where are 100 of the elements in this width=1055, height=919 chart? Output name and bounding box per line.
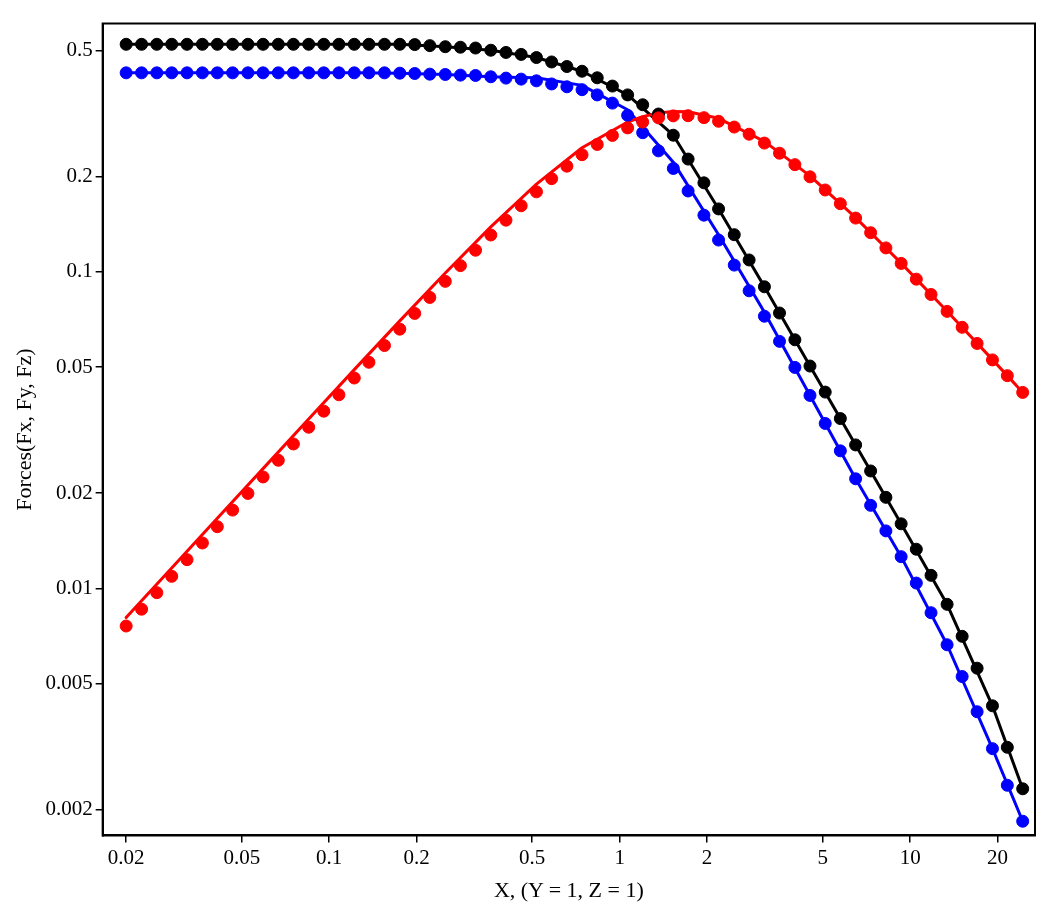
point: [636, 98, 650, 112]
point: [1000, 369, 1014, 383]
point: [332, 66, 346, 80]
point: [773, 334, 787, 348]
point: [453, 68, 467, 82]
point: [302, 66, 316, 80]
point: [302, 37, 316, 51]
point: [484, 70, 498, 84]
point: [924, 606, 938, 620]
x-tick-label: 0.05: [223, 844, 261, 869]
point: [256, 37, 270, 51]
y-tick-label: 0.005: [45, 670, 93, 695]
point: [742, 284, 756, 298]
point: [681, 184, 695, 198]
point: [666, 161, 680, 175]
point: [195, 66, 209, 80]
point: [833, 197, 847, 211]
point: [605, 79, 619, 93]
x-tick-label: 20: [987, 844, 1009, 869]
point: [241, 486, 255, 500]
point: [317, 66, 331, 80]
point: [119, 619, 133, 633]
point: [499, 213, 513, 227]
point: [514, 47, 528, 61]
point: [879, 241, 893, 255]
point: [393, 66, 407, 80]
point: [438, 40, 452, 54]
point: [469, 243, 483, 257]
point: [727, 258, 741, 272]
point: [924, 568, 938, 582]
point: [636, 115, 650, 129]
point: [803, 359, 817, 373]
point: [894, 517, 908, 531]
point: [833, 412, 847, 426]
point: [393, 322, 407, 336]
point: [757, 280, 771, 294]
point: [894, 256, 908, 270]
point: [955, 670, 969, 684]
point: [940, 638, 954, 652]
point: [256, 470, 270, 484]
y-tick-label: 0.002: [45, 796, 93, 821]
point: [1016, 814, 1030, 828]
point: [560, 60, 574, 74]
point: [377, 339, 391, 353]
point: [408, 306, 422, 320]
point: [651, 144, 665, 158]
point: [362, 37, 376, 51]
point: [788, 360, 802, 374]
point: [697, 176, 711, 190]
point: [879, 524, 893, 538]
y-tick-label: 0.5: [66, 37, 93, 62]
point: [1016, 782, 1030, 796]
point: [453, 259, 467, 273]
point: [317, 404, 331, 418]
point: [970, 336, 984, 350]
point: [879, 490, 893, 504]
point: [438, 274, 452, 288]
point: [362, 66, 376, 80]
point: [651, 111, 665, 125]
point: [469, 68, 483, 82]
point: [803, 170, 817, 184]
point: [788, 333, 802, 347]
point: [621, 121, 635, 135]
point: [894, 550, 908, 564]
point: [636, 126, 650, 140]
point: [408, 66, 422, 80]
point: [545, 77, 559, 91]
point: [621, 88, 635, 102]
point: [499, 71, 513, 85]
point: [833, 444, 847, 458]
point: [666, 128, 680, 142]
point: [560, 159, 574, 173]
point: [575, 148, 589, 162]
point: [924, 287, 938, 301]
point: [210, 66, 224, 80]
point: [940, 597, 954, 611]
point: [970, 705, 984, 719]
x-axis-title: X, (Y = 1, Z = 1): [493, 876, 644, 902]
y-tick-label: 0.1: [66, 258, 93, 283]
point: [864, 226, 878, 240]
point: [970, 661, 984, 675]
point: [271, 37, 285, 51]
point: [484, 43, 498, 57]
point: [909, 542, 923, 556]
point: [150, 37, 164, 51]
point: [818, 416, 832, 430]
point: [226, 66, 240, 80]
point: [985, 742, 999, 756]
point: [135, 66, 149, 80]
y-tick-label: 0.01: [55, 574, 93, 599]
point: [803, 388, 817, 402]
point: [180, 66, 194, 80]
y-axis-title: Forces(Fx, Fy, Fz): [10, 348, 36, 511]
y-tick-label: 0.05: [55, 353, 93, 378]
point: [727, 228, 741, 242]
point: [1000, 740, 1014, 754]
point: [529, 51, 543, 65]
point: [377, 66, 391, 80]
point: [347, 371, 361, 385]
point: [347, 66, 361, 80]
